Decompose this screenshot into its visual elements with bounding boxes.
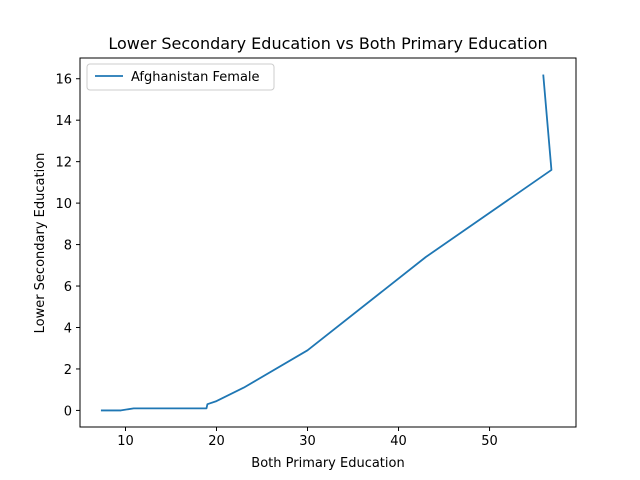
y-tick-label: 14: [55, 114, 72, 129]
legend-label: Afghanistan Female: [131, 70, 260, 85]
x-tick-label: 20: [208, 434, 225, 449]
plot-area: 10 20 30 40 50 0 2 4 6 8 10 12 14 16: [55, 57, 577, 449]
x-tick-label: 40: [390, 434, 407, 449]
chart-title: Lower Secondary Education vs Both Primar…: [108, 34, 547, 53]
y-tick-label: 8: [64, 239, 72, 254]
plot-frame: [79, 57, 577, 428]
y-tick-label: 0: [64, 404, 72, 419]
x-tick-label: 50: [481, 434, 498, 449]
y-tick-label: 4: [64, 321, 72, 336]
x-axis-label: Both Primary Education: [251, 456, 404, 471]
y-tick-label: 10: [55, 197, 72, 212]
legend: Afghanistan Female: [86, 63, 275, 91]
y-tick-label: 12: [55, 156, 72, 171]
y-tick-label: 2: [64, 363, 72, 378]
y-axis-label: Lower Secondary Education: [33, 153, 48, 334]
x-tick-label: 10: [117, 434, 134, 449]
series-line-0: [100, 74, 553, 412]
legend-box: [86, 63, 275, 91]
y-tick-label: 16: [55, 73, 72, 88]
y-tick-label: 6: [64, 280, 72, 295]
x-tick-label: 30: [299, 434, 316, 449]
